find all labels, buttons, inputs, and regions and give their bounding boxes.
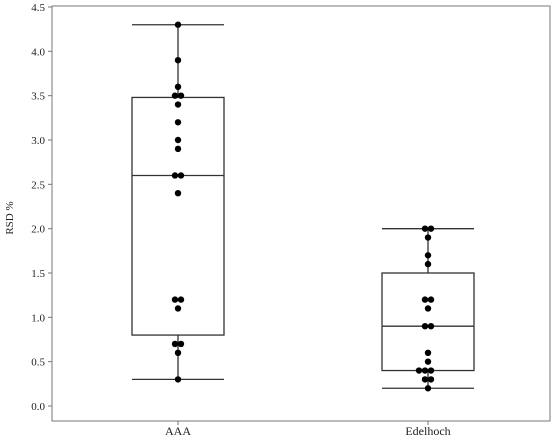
y-axis: 0.0 0.5 1.0 1.5 2.0 2.5 3.0 3.5 4.0 4.5 (31, 2, 52, 413)
iqr-box (131, 96, 225, 336)
y-tick-label: 2.5 (31, 179, 45, 191)
data-point (174, 101, 182, 108)
data-point (174, 305, 182, 312)
data-point (427, 376, 435, 383)
plot-frame (51, 5, 551, 422)
y-tick-label: 0.0 (31, 401, 45, 413)
y-tick-label: 3.5 (31, 91, 45, 103)
box-aaa (131, 21, 225, 383)
data-point (421, 376, 429, 383)
data-point (421, 323, 429, 330)
y-tick-label: 2.0 (31, 224, 45, 236)
data-point (427, 323, 435, 330)
data-point (174, 190, 182, 197)
boxes-layer (131, 21, 475, 392)
data-point (177, 340, 185, 348)
data-point (424, 260, 432, 268)
data-point (427, 225, 435, 232)
data-point (174, 145, 182, 153)
data-point (174, 349, 182, 356)
data-point (421, 367, 429, 374)
data-point (177, 172, 185, 179)
y-tick-label: 3.0 (31, 135, 45, 147)
y-axis-title: RSD % (4, 201, 16, 234)
data-point (421, 225, 429, 232)
data-point (427, 367, 435, 374)
x-axis-labels: AAA Edelhoch (165, 421, 451, 437)
data-point (174, 57, 182, 64)
data-point (171, 92, 179, 99)
data-point (415, 367, 423, 374)
data-point (424, 252, 432, 259)
box-edelhoch (381, 225, 475, 392)
data-point (424, 385, 432, 392)
data-point (171, 172, 179, 179)
data-point (424, 349, 432, 356)
data-point (421, 296, 429, 303)
y-tick-label: 4.0 (31, 46, 45, 58)
y-tick-label: 1.0 (31, 312, 45, 324)
data-point (174, 83, 182, 91)
y-tick-label: 4.5 (31, 2, 45, 14)
data-point (174, 376, 182, 383)
data-point (427, 296, 435, 303)
x-tick-label: AAA (165, 424, 191, 437)
data-point (171, 296, 179, 303)
data-point (171, 340, 179, 348)
data-point (177, 92, 185, 99)
data-point (424, 234, 432, 241)
data-point (424, 358, 432, 365)
data-point (174, 21, 182, 28)
data-point (177, 296, 185, 303)
data-point (424, 305, 432, 312)
y-tick-label: 0.5 (31, 357, 45, 369)
x-tick-label: Edelhoch (405, 424, 450, 437)
data-point (174, 136, 182, 144)
y-tick-label: 1.5 (31, 268, 45, 280)
data-point (174, 119, 182, 126)
